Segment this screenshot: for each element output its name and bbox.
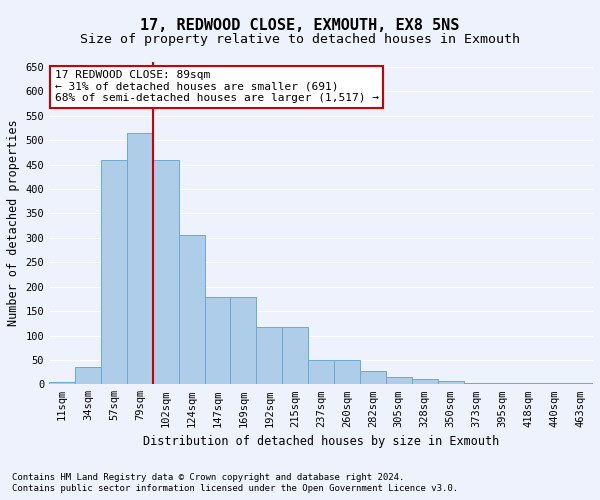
Bar [153, 160, 179, 384]
Bar [308, 360, 334, 384]
Bar [127, 133, 153, 384]
Bar [360, 371, 386, 384]
Bar [464, 383, 490, 384]
Bar [101, 160, 127, 384]
Text: 17 REDWOOD CLOSE: 89sqm
← 31% of detached houses are smaller (691)
68% of semi-d: 17 REDWOOD CLOSE: 89sqm ← 31% of detache… [55, 70, 379, 103]
Bar [386, 377, 412, 384]
Bar [334, 360, 360, 384]
Bar [490, 383, 515, 384]
Bar [230, 298, 256, 384]
Bar [282, 326, 308, 384]
Text: 17, REDWOOD CLOSE, EXMOUTH, EX8 5NS: 17, REDWOOD CLOSE, EXMOUTH, EX8 5NS [140, 18, 460, 32]
Y-axis label: Number of detached properties: Number of detached properties [7, 120, 20, 326]
Bar [75, 368, 101, 384]
Bar [567, 383, 593, 384]
Bar [205, 298, 230, 384]
Text: Size of property relative to detached houses in Exmouth: Size of property relative to detached ho… [80, 32, 520, 46]
Text: Contains public sector information licensed under the Open Government Licence v3: Contains public sector information licen… [12, 484, 458, 493]
Bar [412, 380, 437, 384]
Bar [179, 236, 205, 384]
Bar [437, 381, 464, 384]
Bar [49, 382, 75, 384]
X-axis label: Distribution of detached houses by size in Exmouth: Distribution of detached houses by size … [143, 435, 499, 448]
Bar [256, 326, 282, 384]
Text: Contains HM Land Registry data © Crown copyright and database right 2024.: Contains HM Land Registry data © Crown c… [12, 472, 404, 482]
